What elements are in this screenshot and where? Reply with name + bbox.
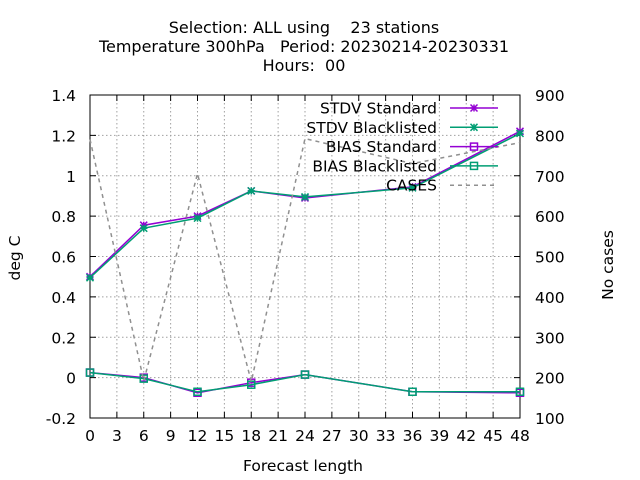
y-tick-label: 0.8 [51, 208, 76, 226]
y-tick-label: -0.2 [46, 410, 76, 428]
x-tick-label: 15 [215, 427, 235, 445]
legend-marker [469, 142, 479, 151]
series-3-point [515, 387, 525, 397]
y-tick-label: 1 [66, 168, 76, 186]
series-1-point [408, 183, 417, 192]
y2-axis-label: No cases [599, 230, 617, 300]
x-tick-label: 27 [322, 427, 342, 445]
y2-tick-label: 100 [535, 410, 565, 428]
series-line-4 [89, 137, 521, 382]
x-tick-label: 21 [268, 427, 288, 445]
series-1-point [85, 273, 95, 282]
legend-marker [469, 123, 479, 132]
y-tick-label: 0.2 [51, 329, 76, 347]
series-3-point [139, 374, 148, 383]
y-tick-label: 0 [66, 370, 76, 388]
x-tick-label: 24 [295, 427, 315, 445]
x-tick-label: 33 [376, 427, 396, 445]
x-axis-label: Forecast length [243, 457, 363, 475]
chart-title-line-3: Hours: 00 [263, 56, 346, 75]
series-3-point [85, 368, 95, 377]
axis-ticks: 0 3 6 9 12 15 18 21 24 27 30 33 36 39 42 45 48-0.200.20.… [46, 87, 565, 445]
chart-title-line-2: Temperature 300hPa Period: 20230214-2023… [98, 37, 509, 56]
x-tick-label: 3 [112, 427, 122, 445]
x-tick-label: 18 [241, 427, 261, 445]
legend-label: CASES [386, 177, 437, 195]
legend-label: STDV Blacklisted [306, 119, 437, 137]
legend-marker [469, 161, 479, 171]
y2-tick-label: 800 [535, 127, 565, 145]
y-tick-label: 1.4 [51, 87, 76, 105]
y2-tick-label: 400 [535, 289, 565, 307]
series-layer [85, 127, 525, 398]
series-1-point [193, 214, 202, 223]
y-tick-label: 0.6 [51, 249, 76, 267]
chart-title-line-1: Selection: ALL using 23 stations [169, 18, 439, 37]
series-1-point [139, 224, 148, 233]
series-1-point [300, 192, 310, 201]
x-tick-label: 0 [85, 427, 95, 445]
legend-label: BIAS Standard [326, 138, 437, 156]
x-tick-label: 45 [483, 427, 503, 445]
x-tick-label: 39 [430, 427, 450, 445]
y2-tick-label: 600 [535, 208, 565, 226]
series-3-point [193, 387, 202, 397]
x-tick-label: 30 [349, 427, 369, 445]
legend-label: BIAS Blacklisted [312, 157, 437, 175]
y2-tick-label: 900 [535, 87, 565, 105]
x-tick-label: 12 [188, 427, 208, 445]
series-3-point [300, 370, 310, 379]
series-1-point [247, 186, 256, 195]
legend-marker [469, 103, 479, 113]
y-axis-label: deg C [6, 236, 24, 281]
series-1-point [515, 129, 525, 138]
y2-tick-label: 500 [535, 249, 565, 267]
y2-tick-label: 200 [535, 370, 565, 388]
x-tick-label: 36 [403, 427, 423, 445]
y-tick-label: 1.2 [51, 127, 76, 145]
y-tick-label: 0.4 [51, 289, 76, 307]
x-tick-label: 48 [510, 427, 530, 445]
y2-tick-label: 300 [535, 329, 565, 347]
x-tick-label: 42 [456, 427, 476, 445]
legend-label: STDV Standard [320, 100, 437, 118]
grid [90, 95, 520, 418]
x-tick-label: 6 [139, 427, 149, 445]
y2-tick-label: 700 [535, 168, 565, 186]
x-tick-label: 9 [166, 427, 176, 445]
series-3-point [408, 387, 417, 397]
